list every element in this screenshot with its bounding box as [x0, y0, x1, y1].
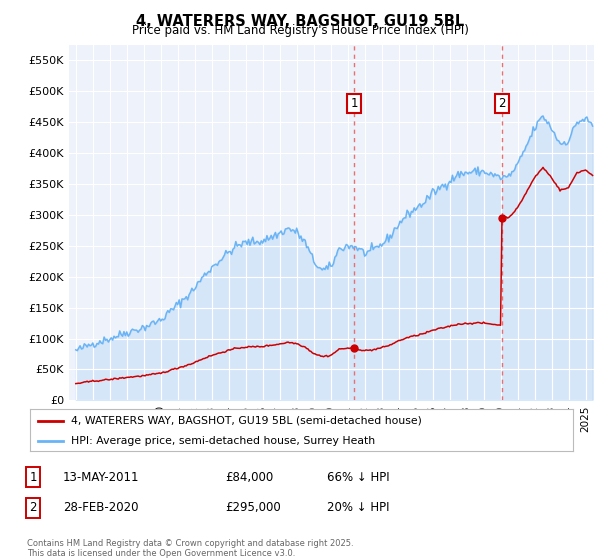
Text: 4, WATERERS WAY, BAGSHOT, GU19 5BL: 4, WATERERS WAY, BAGSHOT, GU19 5BL	[136, 14, 464, 29]
Text: 4, WATERERS WAY, BAGSHOT, GU19 5BL (semi-detached house): 4, WATERERS WAY, BAGSHOT, GU19 5BL (semi…	[71, 416, 422, 426]
Text: Contains HM Land Registry data © Crown copyright and database right 2025.
This d: Contains HM Land Registry data © Crown c…	[27, 539, 353, 558]
Text: 1: 1	[350, 97, 358, 110]
Text: 20% ↓ HPI: 20% ↓ HPI	[327, 501, 389, 515]
Text: 2: 2	[29, 501, 37, 515]
Text: 1: 1	[29, 470, 37, 484]
Text: £295,000: £295,000	[225, 501, 281, 515]
Text: 13-MAY-2011: 13-MAY-2011	[63, 470, 139, 484]
Text: 28-FEB-2020: 28-FEB-2020	[63, 501, 139, 515]
Text: Price paid vs. HM Land Registry's House Price Index (HPI): Price paid vs. HM Land Registry's House …	[131, 24, 469, 36]
Text: £84,000: £84,000	[225, 470, 273, 484]
Text: 2: 2	[498, 97, 506, 110]
Text: 66% ↓ HPI: 66% ↓ HPI	[327, 470, 389, 484]
Text: HPI: Average price, semi-detached house, Surrey Heath: HPI: Average price, semi-detached house,…	[71, 436, 375, 446]
